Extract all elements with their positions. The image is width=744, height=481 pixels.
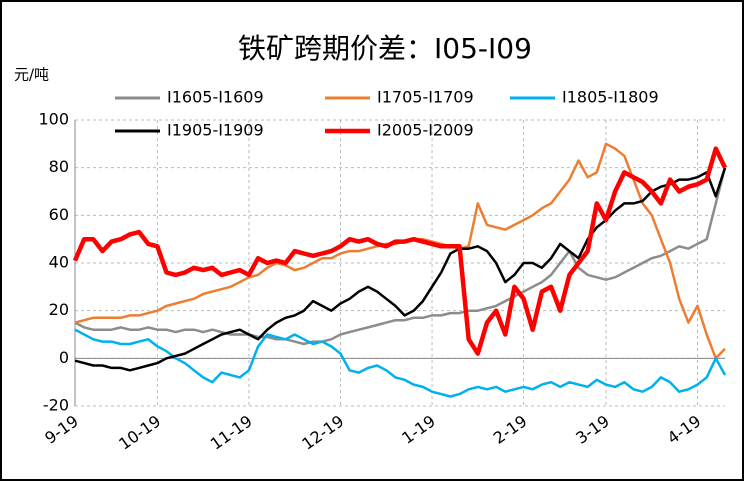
y-tick-label: 20 (49, 300, 69, 319)
y-axis-label: 元/吨 (14, 66, 49, 84)
y-tick-label: 0 (59, 348, 69, 367)
legend-label: I1705-I1709 (377, 88, 474, 107)
series-line (74, 167, 727, 346)
y-tick-label: -20 (43, 396, 69, 415)
y-tick-label: 60 (49, 205, 69, 224)
legend-label: I1905-I1909 (167, 121, 264, 140)
chart-title: 铁矿跨期价差：I05-I09 (238, 32, 532, 65)
legend-label: I1605-I1609 (167, 88, 264, 107)
y-tick-label: 40 (49, 253, 69, 272)
series-line (72, 146, 728, 356)
y-tick-label: 80 (49, 157, 69, 176)
series-line (74, 167, 727, 372)
series-line (74, 328, 727, 398)
legend-label: I2005-I2009 (377, 121, 474, 140)
legend-label: I1805-I1809 (562, 88, 659, 107)
y-tick-label: 100 (38, 110, 69, 129)
